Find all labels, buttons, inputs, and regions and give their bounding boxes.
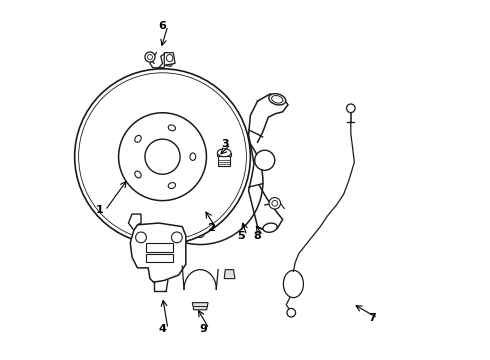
Text: 1: 1 <box>96 206 104 216</box>
Text: 2: 2 <box>207 224 215 233</box>
Ellipse shape <box>218 149 231 157</box>
Text: 8: 8 <box>254 231 262 240</box>
Circle shape <box>145 52 155 62</box>
Text: 5: 5 <box>238 231 245 240</box>
Polygon shape <box>147 253 173 262</box>
Text: 7: 7 <box>368 313 376 323</box>
Circle shape <box>196 229 204 238</box>
Circle shape <box>159 141 241 222</box>
Circle shape <box>147 54 152 59</box>
Circle shape <box>272 201 278 206</box>
Ellipse shape <box>190 153 196 161</box>
Polygon shape <box>224 270 235 279</box>
Circle shape <box>78 73 246 240</box>
Ellipse shape <box>167 54 173 62</box>
Circle shape <box>269 198 280 209</box>
Circle shape <box>136 232 147 243</box>
Text: 9: 9 <box>200 324 208 334</box>
Polygon shape <box>164 53 175 65</box>
Circle shape <box>119 113 206 201</box>
Circle shape <box>145 139 180 174</box>
Ellipse shape <box>186 163 214 201</box>
Polygon shape <box>219 156 230 166</box>
Circle shape <box>232 141 241 150</box>
Circle shape <box>137 119 263 244</box>
Ellipse shape <box>168 125 175 131</box>
Ellipse shape <box>168 183 175 189</box>
Text: 3: 3 <box>221 139 229 149</box>
Ellipse shape <box>271 95 283 103</box>
Text: 6: 6 <box>159 21 167 31</box>
Polygon shape <box>128 214 141 230</box>
Polygon shape <box>130 223 186 282</box>
Circle shape <box>74 69 250 244</box>
Ellipse shape <box>263 223 277 232</box>
Polygon shape <box>192 303 208 310</box>
Ellipse shape <box>135 135 141 142</box>
Circle shape <box>172 232 182 243</box>
Circle shape <box>287 309 295 317</box>
Polygon shape <box>147 243 173 252</box>
Ellipse shape <box>135 171 141 178</box>
Ellipse shape <box>269 94 286 105</box>
Text: 4: 4 <box>159 324 167 334</box>
Circle shape <box>346 104 355 113</box>
Circle shape <box>255 150 275 170</box>
